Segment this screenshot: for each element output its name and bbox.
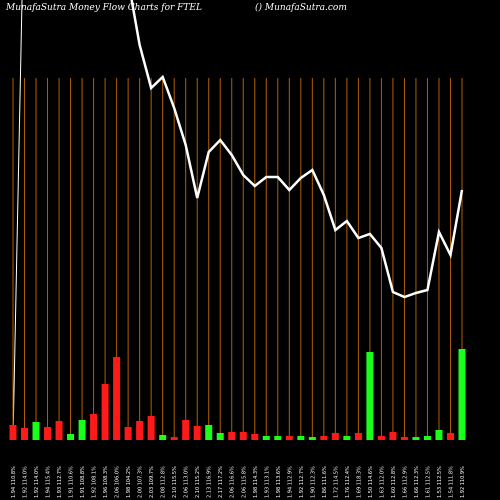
bar: [354, 433, 362, 440]
x-tick-label: 1.91 110.6%: [69, 466, 75, 498]
bar: [193, 426, 201, 440]
money-flow-line: [130, 0, 464, 299]
bar: [366, 352, 374, 440]
left-edge: [12, 0, 23, 441]
bar: [170, 437, 178, 440]
bar: [216, 433, 224, 440]
x-tick-label: 1.94 110.8%: [11, 466, 17, 498]
x-tick-label: 1.98 114.3%: [253, 466, 259, 498]
bar: [159, 435, 167, 440]
bar: [239, 432, 247, 440]
x-tick-label: 1.66 112.3%: [414, 466, 420, 498]
bar: [331, 433, 339, 440]
bar: [228, 432, 236, 440]
x-tick-label: 1.94 115.4%: [46, 466, 52, 498]
x-tick-label: 1.63 112.0%: [379, 466, 385, 498]
bar: [446, 433, 454, 440]
bar: [297, 436, 305, 440]
bar: [9, 425, 17, 440]
x-tick-label: 2.06 106.0%: [115, 466, 121, 498]
x-tick-label: 2.06 113.0%: [184, 466, 190, 498]
bar: [423, 436, 431, 440]
x-tick-label: 2.08 112.8%: [161, 466, 167, 498]
x-tick-label: 2.06 115.8%: [241, 466, 247, 498]
x-tick-label: 2.17 117.2%: [218, 466, 224, 498]
bar: [377, 436, 385, 440]
bar: [44, 427, 52, 440]
bar: [124, 427, 132, 440]
bar: [320, 436, 328, 440]
bar: [435, 430, 443, 440]
bar: [147, 416, 155, 440]
x-tick-label: 1.72 114.5%: [333, 466, 339, 498]
x-tick-label: 1.92 114.0%: [23, 466, 29, 498]
x-tick-label: 1.93 112.7%: [57, 466, 63, 498]
bar: [251, 434, 259, 440]
bar: [182, 420, 190, 440]
x-tick-label: 1.92 112.7%: [299, 466, 305, 498]
bar: [458, 349, 466, 440]
bar: [21, 428, 29, 440]
x-tick-label: 2.00 107.3%: [138, 466, 144, 498]
bar: [308, 437, 316, 440]
x-tick-label: 1.92 110.9%: [460, 466, 466, 498]
bar: [136, 421, 144, 440]
x-tick-label: 1.91 108.8%: [80, 466, 86, 498]
x-tick-label: 2.06 116.6%: [230, 466, 236, 498]
bar: [285, 436, 293, 440]
x-tick-label: 1.90 112.3%: [310, 466, 316, 498]
x-tick-label: 1.69 118.3%: [356, 466, 362, 498]
x-tick-label: 1.92 108.1%: [92, 466, 98, 498]
chart-title: MunafaSutra Money Flow Charts for FTEL: [5, 3, 202, 13]
x-tick-label: 1.93 113.1%: [264, 466, 270, 498]
x-tick-label: 1.66 112.9%: [402, 466, 408, 498]
x-tick-label: 2.13 116.9%: [207, 466, 213, 498]
x-tick-label: 2.10 115.2%: [195, 466, 201, 498]
bar: [205, 425, 213, 440]
x-tick-label: 1.50 114.6%: [368, 466, 374, 498]
bar: [113, 357, 121, 440]
x-tick-label: 1.61 112.5%: [425, 466, 431, 498]
x-tick-label: 1.94 112.9%: [287, 466, 293, 498]
x-tick-label: 1.53 112.5%: [437, 466, 443, 498]
bar: [55, 421, 63, 440]
bar: [32, 422, 40, 440]
bar: [400, 437, 408, 440]
bar: [343, 436, 351, 440]
bar: [389, 432, 397, 440]
bar: [262, 436, 270, 440]
bar: [78, 420, 86, 440]
chart-subtitle: () MunafaSutra.com: [255, 2, 347, 13]
x-tick-label: 1.98 104.2%: [126, 466, 132, 498]
x-tick-label: 1.92 114.0%: [34, 466, 40, 498]
x-tick-label: 1.54 111.8%: [448, 466, 454, 498]
x-tick-label: 1.86 111.6%: [322, 466, 328, 498]
x-tick-label: 1.98 113.6%: [276, 466, 282, 498]
bar: [274, 436, 282, 440]
bar: [101, 384, 109, 440]
x-tick-label: 1.96 108.3%: [103, 466, 109, 498]
bar: [90, 414, 98, 440]
x-tick-label: 2.03 109.7%: [149, 466, 155, 498]
x-tick-label: 1.76 112.4%: [345, 466, 351, 498]
x-tick-label: 1.60 112.8%: [391, 466, 397, 498]
x-tick-label: 2.10 115.5%: [172, 466, 178, 498]
bar: [412, 437, 420, 440]
bar: [67, 434, 75, 440]
